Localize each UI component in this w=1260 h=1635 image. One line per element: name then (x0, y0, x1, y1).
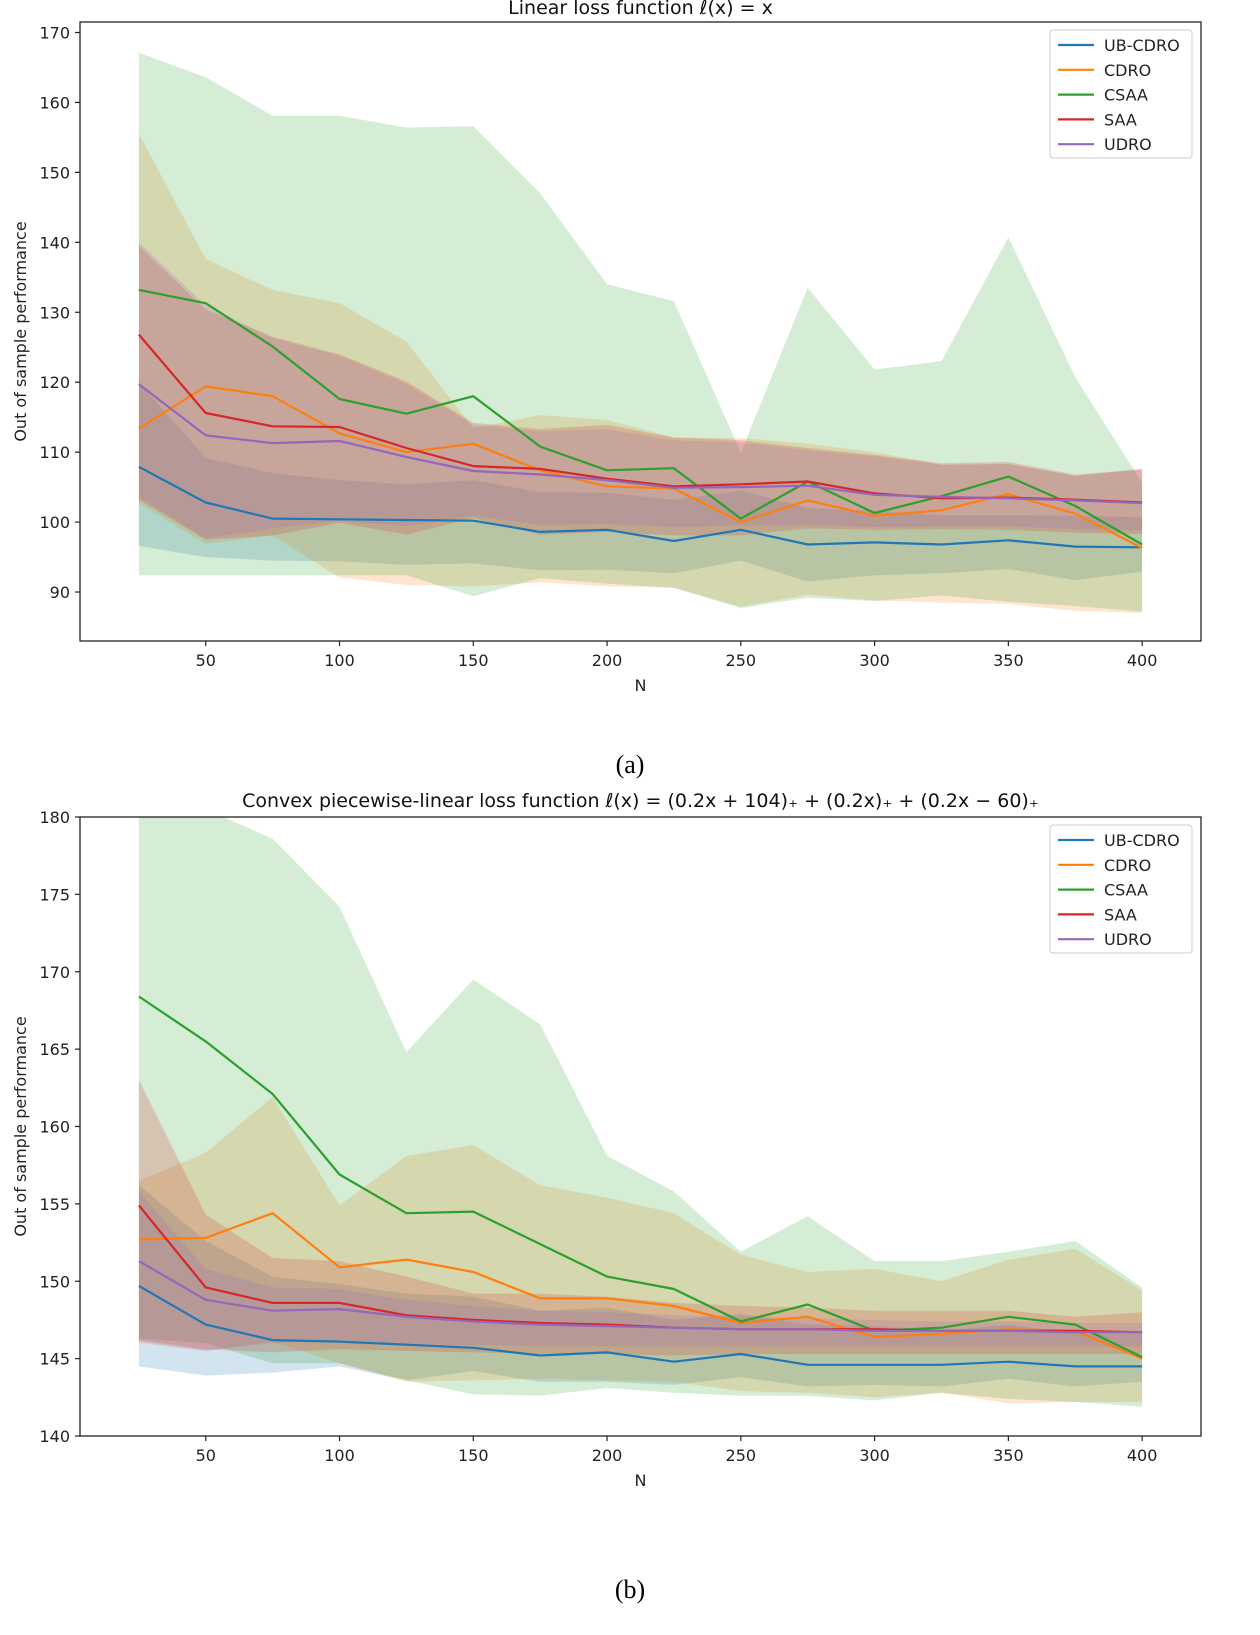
band-saa (138, 245, 1143, 540)
y-tick-label: 180 (39, 808, 70, 827)
legend-label: UB-CDRO (1104, 36, 1180, 55)
y-tick-label: 165 (39, 1040, 70, 1059)
y-tick-label: 140 (39, 233, 70, 252)
x-tick-label: 400 (1127, 1446, 1158, 1465)
y-tick-label: 170 (39, 23, 70, 42)
x-tick-label: 250 (726, 1446, 757, 1465)
legend-label: CSAA (1104, 881, 1148, 900)
x-tick-label: 350 (993, 651, 1024, 670)
y-tick-label: 155 (39, 1195, 70, 1214)
line-csaa (138, 288, 1143, 546)
x-tick-label: 50 (196, 651, 216, 670)
band-saa (138, 1080, 1143, 1356)
legend-label: CDRO (1104, 856, 1151, 875)
y-tick-label: 150 (39, 163, 70, 182)
y-tick-label: 175 (39, 885, 70, 904)
legend-item-udro: UDRO (1058, 930, 1152, 949)
x-tick-label: 250 (726, 651, 757, 670)
x-tick-label: 100 (324, 1446, 355, 1465)
x-tick-label: 150 (458, 1446, 489, 1465)
caption-a: (a) (615, 750, 645, 779)
legend-label: SAA (1104, 905, 1137, 924)
x-tick-label: 200 (592, 1446, 623, 1465)
y-axis-label: Out of sample performance (11, 1016, 30, 1236)
chart-linear-loss: 50 100 150 200 250 300 350 400 90 100 110 120 130 140… (11, 0, 1202, 695)
plot-area (138, 817, 1143, 1407)
legend-item-cdro: CDRO (1058, 856, 1151, 875)
y-tick-label: 160 (39, 1118, 70, 1137)
y-tick-label: 150 (39, 1272, 70, 1291)
y-tick-label: 145 (39, 1350, 70, 1369)
chart-title: Convex piecewise-linear loss function ℓ(… (242, 790, 1039, 812)
line-ub-cdro (138, 1284, 1143, 1368)
legend-box (1049, 824, 1193, 954)
line-udro (138, 383, 1143, 505)
legend-item-ub-cdro: UB-CDRO (1058, 831, 1180, 850)
legend-label: SAA (1104, 110, 1137, 129)
legend-item-csaa: CSAA (1058, 86, 1148, 105)
x-tick-label: 350 (993, 1446, 1024, 1465)
legend-label: UB-CDRO (1104, 831, 1180, 850)
line-csaa (138, 995, 1143, 1359)
plot-frame (79, 21, 1202, 642)
y-tick-label: 160 (39, 93, 70, 112)
legend-label: UDRO (1104, 930, 1152, 949)
x-tick-label: 100 (324, 651, 355, 670)
band-cdro (138, 133, 1143, 613)
legend: UB-CDRO CDRO CSAA SAA UDRO (1049, 824, 1193, 954)
line-ub-cdro (138, 465, 1143, 549)
legend-item-saa: SAA (1058, 905, 1137, 924)
legend-item-saa: SAA (1058, 110, 1137, 129)
legend: UB-CDRO CDRO CSAA SAA UDRO (1049, 29, 1193, 159)
band-csaa (138, 52, 1143, 612)
y-tick-label: 120 (39, 373, 70, 392)
legend-item-csaa: CSAA (1058, 881, 1148, 900)
x-tick-label: 300 (859, 651, 890, 670)
x-axis-label: N (635, 1471, 647, 1490)
band-csaa (138, 817, 1143, 1407)
chart-piecewise-linear-loss: 50 100 150 200 250 300 350 400 140 145 150 155 160 16… (11, 790, 1202, 1490)
caption-b: (b) (614, 1575, 646, 1604)
legend-item-cdro: CDRO (1058, 61, 1151, 80)
legend-box (1049, 29, 1193, 159)
band-udro (138, 1191, 1143, 1351)
legend-label: UDRO (1104, 135, 1152, 154)
x-tick-label: 300 (859, 1446, 890, 1465)
legend-item-ub-cdro: UB-CDRO (1058, 36, 1180, 55)
y-tick-label: 90 (50, 583, 70, 602)
band-cdro (138, 1097, 1143, 1404)
x-tick-label: 150 (458, 651, 489, 670)
y-tick-label: 140 (39, 1427, 70, 1446)
y-tick-label: 110 (39, 443, 70, 462)
legend-item-udro: UDRO (1058, 135, 1152, 154)
band-udro (138, 242, 1143, 539)
x-tick-label: 400 (1127, 651, 1158, 670)
y-axis-label: Out of sample performance (11, 221, 30, 441)
x-tick-label: 200 (592, 651, 623, 670)
line-cdro (138, 385, 1143, 549)
line-udro (138, 1260, 1143, 1334)
y-tick-label: 130 (39, 303, 70, 322)
legend-label: CDRO (1104, 61, 1151, 80)
legend-label: CSAA (1104, 86, 1148, 105)
x-axis-label: N (635, 676, 647, 695)
y-tick-label: 170 (39, 963, 70, 982)
x-tick-label: 50 (196, 1446, 216, 1465)
y-tick-label: 100 (39, 513, 70, 532)
band-ub-cdro (138, 382, 1143, 582)
plot-area (138, 52, 1143, 613)
chart-title: Linear loss function ℓ(x) = x (508, 0, 773, 19)
